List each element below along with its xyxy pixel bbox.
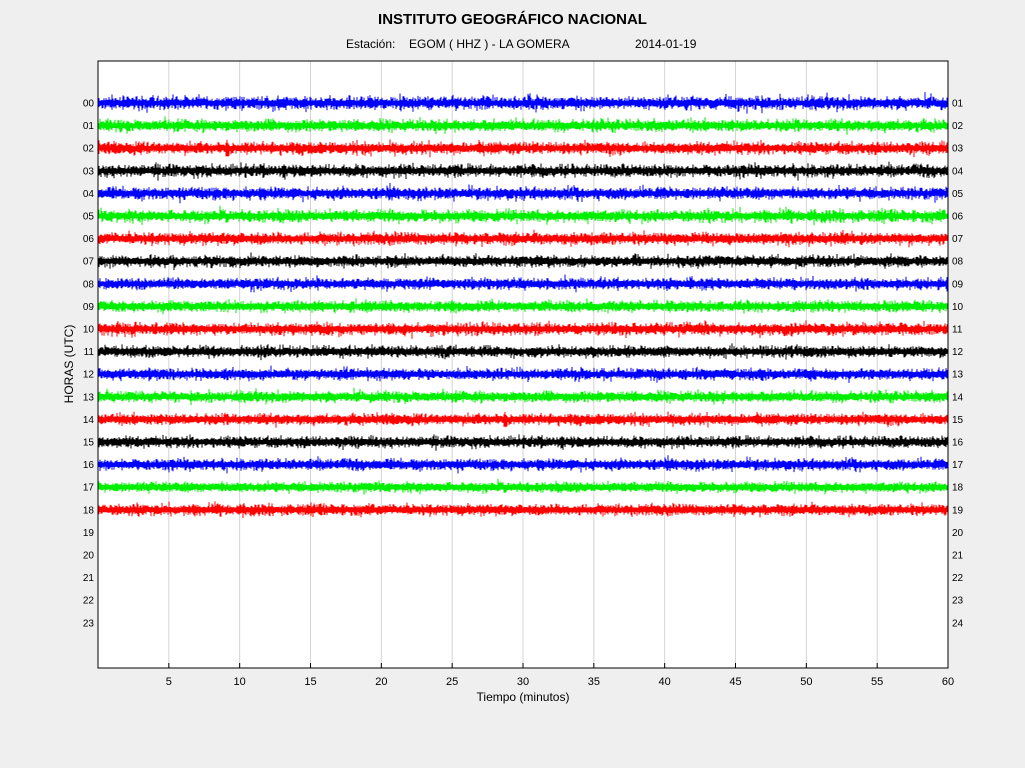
left-hour-label: 12	[83, 370, 95, 381]
seismic-trace-hour-02	[98, 139, 948, 158]
seismic-trace-hour-08	[98, 274, 948, 293]
seismic-trace-hour-00	[98, 92, 948, 114]
right-hour-label: 15	[952, 415, 964, 426]
seismic-traces	[98, 92, 948, 518]
seismic-trace-hour-06	[98, 229, 948, 248]
left-hour-label: 03	[83, 166, 95, 177]
right-hour-label: 17	[952, 460, 964, 471]
seismic-trace-hour-01	[98, 116, 948, 135]
left-hour-label: 16	[83, 460, 95, 471]
right-hour-label: 19	[952, 505, 964, 516]
seismic-trace-hour-07	[98, 252, 948, 271]
right-hour-label: 12	[952, 347, 964, 358]
seismic-trace-hour-12	[98, 365, 948, 383]
right-hour-label: 02	[952, 121, 964, 132]
seismic-trace-hour-16	[98, 455, 948, 474]
x-tick-label: 10	[234, 676, 246, 688]
right-hour-label: 20	[952, 528, 964, 539]
x-tick-label: 55	[871, 676, 883, 688]
x-axis-label: Tiempo (minutos)	[477, 690, 570, 704]
seismic-trace-hour-10	[98, 320, 948, 339]
left-hour-label: 21	[83, 573, 95, 584]
x-tick-label: 20	[375, 676, 387, 688]
x-tick-label: 15	[304, 676, 316, 688]
seismic-trace-hour-11	[98, 343, 948, 361]
left-hour-label: 08	[83, 279, 95, 290]
left-hour-label: 20	[83, 551, 95, 562]
right-hour-label: 08	[952, 257, 964, 268]
right-hour-label: 06	[952, 212, 964, 223]
right-hour-label: 14	[952, 392, 964, 403]
x-tick-label: 40	[659, 676, 671, 688]
seismic-trace-hour-09	[98, 298, 948, 315]
left-hour-label: 06	[83, 234, 95, 245]
right-hour-label: 16	[952, 438, 964, 449]
right-hour-label: 09	[952, 279, 964, 290]
right-hour-label: 10	[952, 302, 964, 313]
left-hour-label: 13	[83, 392, 95, 403]
seismic-trace-hour-14	[98, 411, 948, 428]
left-hour-label: 05	[83, 212, 95, 223]
seismic-trace-hour-04	[98, 182, 948, 204]
x-tick-label: 25	[446, 676, 458, 688]
right-hour-label: 23	[952, 596, 964, 607]
right-hour-label: 03	[952, 144, 964, 155]
right-hour-label: 13	[952, 370, 964, 381]
right-hour-label: 21	[952, 551, 964, 562]
seismic-trace-hour-13	[98, 387, 948, 406]
seismic-trace-hour-05	[98, 205, 948, 226]
left-hour-label: 07	[83, 257, 95, 268]
left-hour-label: 10	[83, 325, 95, 336]
station-prefix: Estación:	[346, 37, 396, 51]
left-hour-label: 02	[83, 144, 95, 155]
right-hour-label: 04	[952, 166, 964, 177]
x-tick-label: 30	[517, 676, 529, 688]
right-hour-label: 24	[952, 618, 964, 629]
left-hour-label: 23	[83, 618, 95, 629]
x-tick-label: 35	[588, 676, 600, 688]
y-axis-label: HORAS (UTC)	[62, 325, 76, 404]
x-tick-label: 5	[166, 676, 172, 688]
x-tick-label: 60	[942, 676, 954, 688]
x-axis-ticks: 5 10 15 20 25 30 35 40 45 50 55 60	[166, 663, 954, 688]
seismic-trace-hour-18	[98, 501, 948, 518]
left-hour-label: 18	[83, 505, 95, 516]
hour-labels: 00 01 02 03 04 05 06 07 08 09 10 11 12 13 14 15 16 17 18 19…	[83, 99, 964, 630]
left-hour-label: 22	[83, 596, 95, 607]
right-hour-label: 05	[952, 189, 964, 200]
record-date: 2014-01-19	[635, 37, 697, 51]
left-hour-label: 11	[84, 347, 95, 358]
right-hour-label: 11	[952, 325, 963, 336]
left-hour-label: 15	[83, 438, 95, 449]
right-hour-label: 01	[952, 99, 964, 110]
station-name: EGOM ( HHZ ) - LA GOMERA	[409, 37, 570, 51]
left-hour-label: 09	[83, 302, 95, 313]
left-hour-label: 01	[83, 121, 95, 132]
left-hour-label: 19	[83, 528, 95, 539]
left-hour-label: 00	[83, 99, 95, 110]
seismic-trace-hour-15	[98, 434, 948, 451]
right-hour-label: 07	[952, 234, 964, 245]
seismic-trace-hour-17	[98, 479, 948, 495]
x-tick-label: 45	[729, 676, 741, 688]
seismic-trace-hour-03	[98, 161, 948, 181]
left-hour-label: 04	[83, 189, 95, 200]
right-hour-label: 18	[952, 483, 964, 494]
chart-title: INSTITUTO GEOGRÁFICO NACIONAL	[378, 11, 647, 28]
right-hour-label: 22	[952, 573, 964, 584]
grid-lines	[168, 61, 878, 668]
left-hour-label: 14	[83, 415, 95, 426]
x-tick-label: 50	[800, 676, 812, 688]
left-hour-label: 17	[83, 483, 95, 494]
